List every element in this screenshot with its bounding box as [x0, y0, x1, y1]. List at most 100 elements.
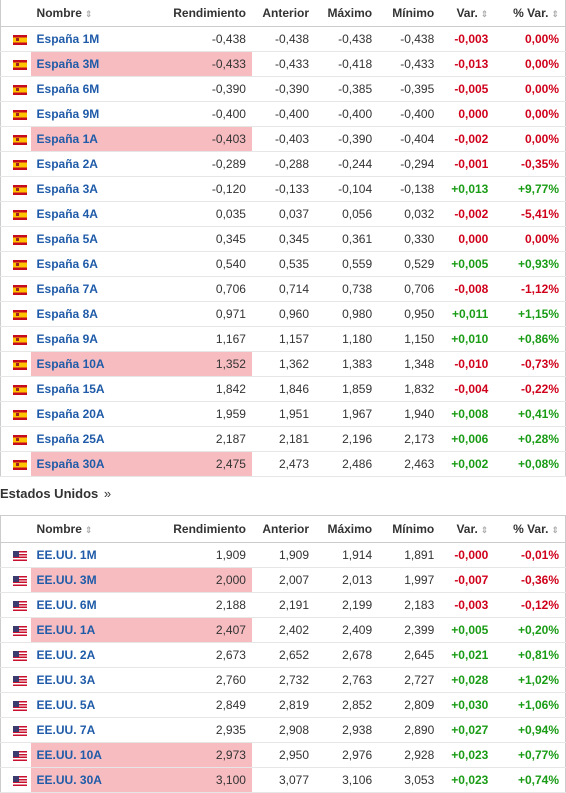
us-section-title[interactable]: Estados Unidos »	[0, 486, 111, 501]
table-row[interactable]: EE.UU. 30A 3,100 3,077 3,106 3,053 +0,023 +0,7…	[0, 767, 566, 793]
table-row[interactable]: EE.UU. 3A 2,760 2,732 2,763 2,727 +0,028 +1,02…	[0, 667, 566, 693]
table-row[interactable]: España 3A -0,120 -0,133 -0,104 -0,138 +0,013 +…	[0, 176, 566, 202]
table-row[interactable]: España 9M -0,400 -0,400 -0,400 -0,400 0,000 0,…	[0, 101, 566, 127]
bond-name-cell[interactable]: España 10A	[30, 351, 151, 377]
table-row[interactable]: España 10A 1,352 1,362 1,383 1,348 -0,010 -0,7…	[0, 351, 566, 377]
bond-name-link[interactable]: España 7A	[36, 282, 98, 296]
bond-name-link[interactable]: España 4A	[36, 207, 98, 221]
bond-name-cell[interactable]: España 25A	[30, 426, 151, 452]
bond-name-cell[interactable]: España 9M	[30, 101, 151, 127]
bond-name-cell[interactable]: España 7A	[30, 276, 151, 302]
bond-name-link[interactable]: EE.UU. 7A	[36, 723, 96, 737]
us-section-label[interactable]: Estados Unidos	[0, 486, 99, 501]
bond-name-cell[interactable]: EE.UU. 7A	[30, 717, 151, 743]
bond-name-link[interactable]: España 1A	[36, 132, 98, 146]
bond-name-link[interactable]: España 20A	[36, 407, 105, 421]
bond-name-cell[interactable]: EE.UU. 6M	[30, 592, 151, 618]
table-row[interactable]: EE.UU. 10A 2,973 2,950 2,976 2,928 +0,023 +0,7…	[0, 742, 566, 768]
table-row[interactable]: España 7A 0,706 0,714 0,738 0,706 -0,008 -1,12…	[0, 276, 566, 302]
min-column-header[interactable]: Mínimo	[378, 0, 441, 27]
sort-arrows-icon[interactable]: ⇕	[551, 525, 559, 535]
name-column-header[interactable]: Nombre ⇕	[30, 0, 151, 27]
bond-name-link[interactable]: España 6M	[36, 82, 100, 96]
bond-name-cell[interactable]: EE.UU. 3A	[30, 667, 151, 693]
bond-name-link[interactable]: España 10A	[36, 357, 105, 371]
table-row[interactable]: España 30A 2,475 2,473 2,486 2,463 +0,002 +0,0…	[0, 451, 566, 477]
bond-name-cell[interactable]: España 8A	[30, 301, 151, 327]
table-row[interactable]: España 20A 1,959 1,951 1,967 1,940 +0,008 +0,4…	[0, 401, 566, 427]
bond-name-link[interactable]: EE.UU. 1M	[36, 548, 97, 562]
percent-change-column-header[interactable]: % Var. ⇕	[494, 515, 566, 543]
max-column-header[interactable]: Máximo	[315, 0, 379, 27]
table-row[interactable]: España 1A -0,403 -0,403 -0,390 -0,404 -0,002 0…	[0, 126, 566, 152]
percent-change-column-header[interactable]: % Var. ⇕	[494, 0, 566, 27]
sort-arrows-icon[interactable]: ⇕	[480, 9, 489, 19]
bond-name-cell[interactable]: España 30A	[30, 451, 151, 477]
section-arrow-icon[interactable]: »	[103, 486, 112, 501]
table-row[interactable]: España 8A 0,971 0,960 0,980 0,950 +0,011 +1,15…	[0, 301, 566, 327]
bond-name-cell[interactable]: EE.UU. 5A	[30, 692, 151, 718]
table-row[interactable]: España 2A -0,289 -0,288 -0,244 -0,294 -0,001-…	[0, 151, 566, 177]
bond-name-link[interactable]: España 5A	[36, 232, 98, 246]
table-row[interactable]: EE.UU. 7A 2,935 2,908 2,938 2,890 +0,027 +0,94…	[0, 717, 566, 743]
bond-name-cell[interactable]: España 3M	[30, 51, 151, 77]
bond-name-cell[interactable]: España 6A	[30, 251, 151, 277]
bond-name-cell[interactable]: España 5A	[30, 226, 151, 252]
sort-arrows-icon[interactable]: ⇕	[84, 525, 93, 535]
bond-name-cell[interactable]: España 9A	[30, 326, 151, 352]
sort-arrows-icon[interactable]: ⇕	[551, 9, 559, 19]
bond-name-cell[interactable]: EE.UU. 30A	[30, 767, 151, 793]
bond-name-cell[interactable]: EE.UU. 10A	[30, 742, 151, 768]
table-row[interactable]: EE.UU. 5A 2,849 2,819 2,852 2,809 +0,030 +1,06…	[0, 692, 566, 718]
sort-arrows-icon[interactable]: ⇕	[480, 525, 489, 535]
max-column-header[interactable]: Máximo	[315, 515, 379, 543]
bond-name-link[interactable]: EE.UU. 1A	[36, 623, 96, 637]
bond-name-link[interactable]: España 30A	[36, 457, 105, 471]
table-row[interactable]: EE.UU. 3M 2,000 2,007 2,013 1,997 -0,007 -0,36…	[0, 567, 566, 593]
bond-name-cell[interactable]: España 4A	[30, 201, 151, 227]
bond-name-link[interactable]: EE.UU. 6M	[36, 598, 97, 612]
table-row[interactable]: EE.UU. 6M 2,188 2,191 2,199 2,183 -0,003 -0,12…	[0, 592, 566, 618]
bond-name-link[interactable]: EE.UU. 2A	[36, 648, 96, 662]
previous-column-header[interactable]: Anterior	[251, 0, 316, 27]
bond-name-link[interactable]: España 9A	[36, 332, 98, 346]
table-row[interactable]: España 15A 1,842 1,846 1,859 1,832 -0,004 -0,2…	[0, 376, 566, 402]
bond-name-link[interactable]: EE.UU. 10A	[36, 748, 102, 762]
bond-name-cell[interactable]: España 2A	[30, 151, 151, 177]
sort-arrows-icon[interactable]: ⇕	[84, 9, 93, 19]
bond-name-cell[interactable]: España 20A	[30, 401, 151, 427]
bond-name-link[interactable]: España 9M	[36, 107, 100, 121]
bond-name-link[interactable]: EE.UU. 30A	[36, 773, 102, 787]
bond-name-link[interactable]: España 1M	[36, 32, 100, 46]
bond-name-cell[interactable]: EE.UU. 1A	[30, 617, 151, 643]
table-row[interactable]: España 25A 2,187 2,181 2,196 2,173 +0,006 +0,2…	[0, 426, 566, 452]
bond-name-link[interactable]: España 15A	[36, 382, 105, 396]
table-row[interactable]: España 9A 1,167 1,157 1,180 1,150 +0,010 +0,86…	[0, 326, 566, 352]
bond-name-cell[interactable]: España 6M	[30, 76, 151, 102]
table-row[interactable]: España 3M -0,433 -0,433 -0,418 -0,433 -0,013 0…	[0, 51, 566, 77]
table-row[interactable]: EE.UU. 1A 2,407 2,402 2,409 2,399 +0,005 +0,20…	[0, 617, 566, 643]
bond-name-cell[interactable]: EE.UU. 1M	[30, 542, 151, 568]
yield-column-header[interactable]: Rendimiento	[150, 0, 252, 27]
table-row[interactable]: EE.UU. 2A 2,673 2,652 2,678 2,645 +0,021 +0,81…	[0, 642, 566, 668]
bond-name-link[interactable]: España 6A	[36, 257, 98, 271]
table-row[interactable]: España 6A 0,540 0,535 0,559 0,529 +0,005 +0,93…	[0, 251, 566, 277]
table-row[interactable]: España 5A 0,345 0,345 0,361 0,330 0,000 0,00%	[0, 226, 566, 252]
min-column-header[interactable]: Mínimo	[378, 515, 441, 543]
change-column-header[interactable]: Var. ⇕	[440, 515, 495, 543]
bond-name-cell[interactable]: España 1M	[30, 26, 151, 52]
previous-column-header[interactable]: Anterior	[251, 515, 316, 543]
bond-name-link[interactable]: EE.UU. 5A	[36, 698, 96, 712]
name-column-header[interactable]: Nombre ⇕	[30, 515, 151, 543]
yield-column-header[interactable]: Rendimiento	[150, 515, 252, 543]
table-row[interactable]: España 6M -0,390 -0,390 -0,385 -0,395 -0,005 0…	[0, 76, 566, 102]
bond-name-cell[interactable]: España 1A	[30, 126, 151, 152]
bond-name-link[interactable]: España 8A	[36, 307, 98, 321]
table-row[interactable]: España 4A 0,035 0,037 0,056 0,032 -0,002 -5,41…	[0, 201, 566, 227]
table-row[interactable]: EE.UU. 1M 1,909 1,909 1,914 1,891 -0,000 -0,01…	[0, 542, 566, 568]
bond-name-cell[interactable]: EE.UU. 2A	[30, 642, 151, 668]
bond-name-cell[interactable]: EE.UU. 3M	[30, 567, 151, 593]
bond-name-link[interactable]: España 3M	[36, 57, 100, 71]
bond-name-link[interactable]: España 3A	[36, 182, 98, 196]
bond-name-cell[interactable]: España 3A	[30, 176, 151, 202]
